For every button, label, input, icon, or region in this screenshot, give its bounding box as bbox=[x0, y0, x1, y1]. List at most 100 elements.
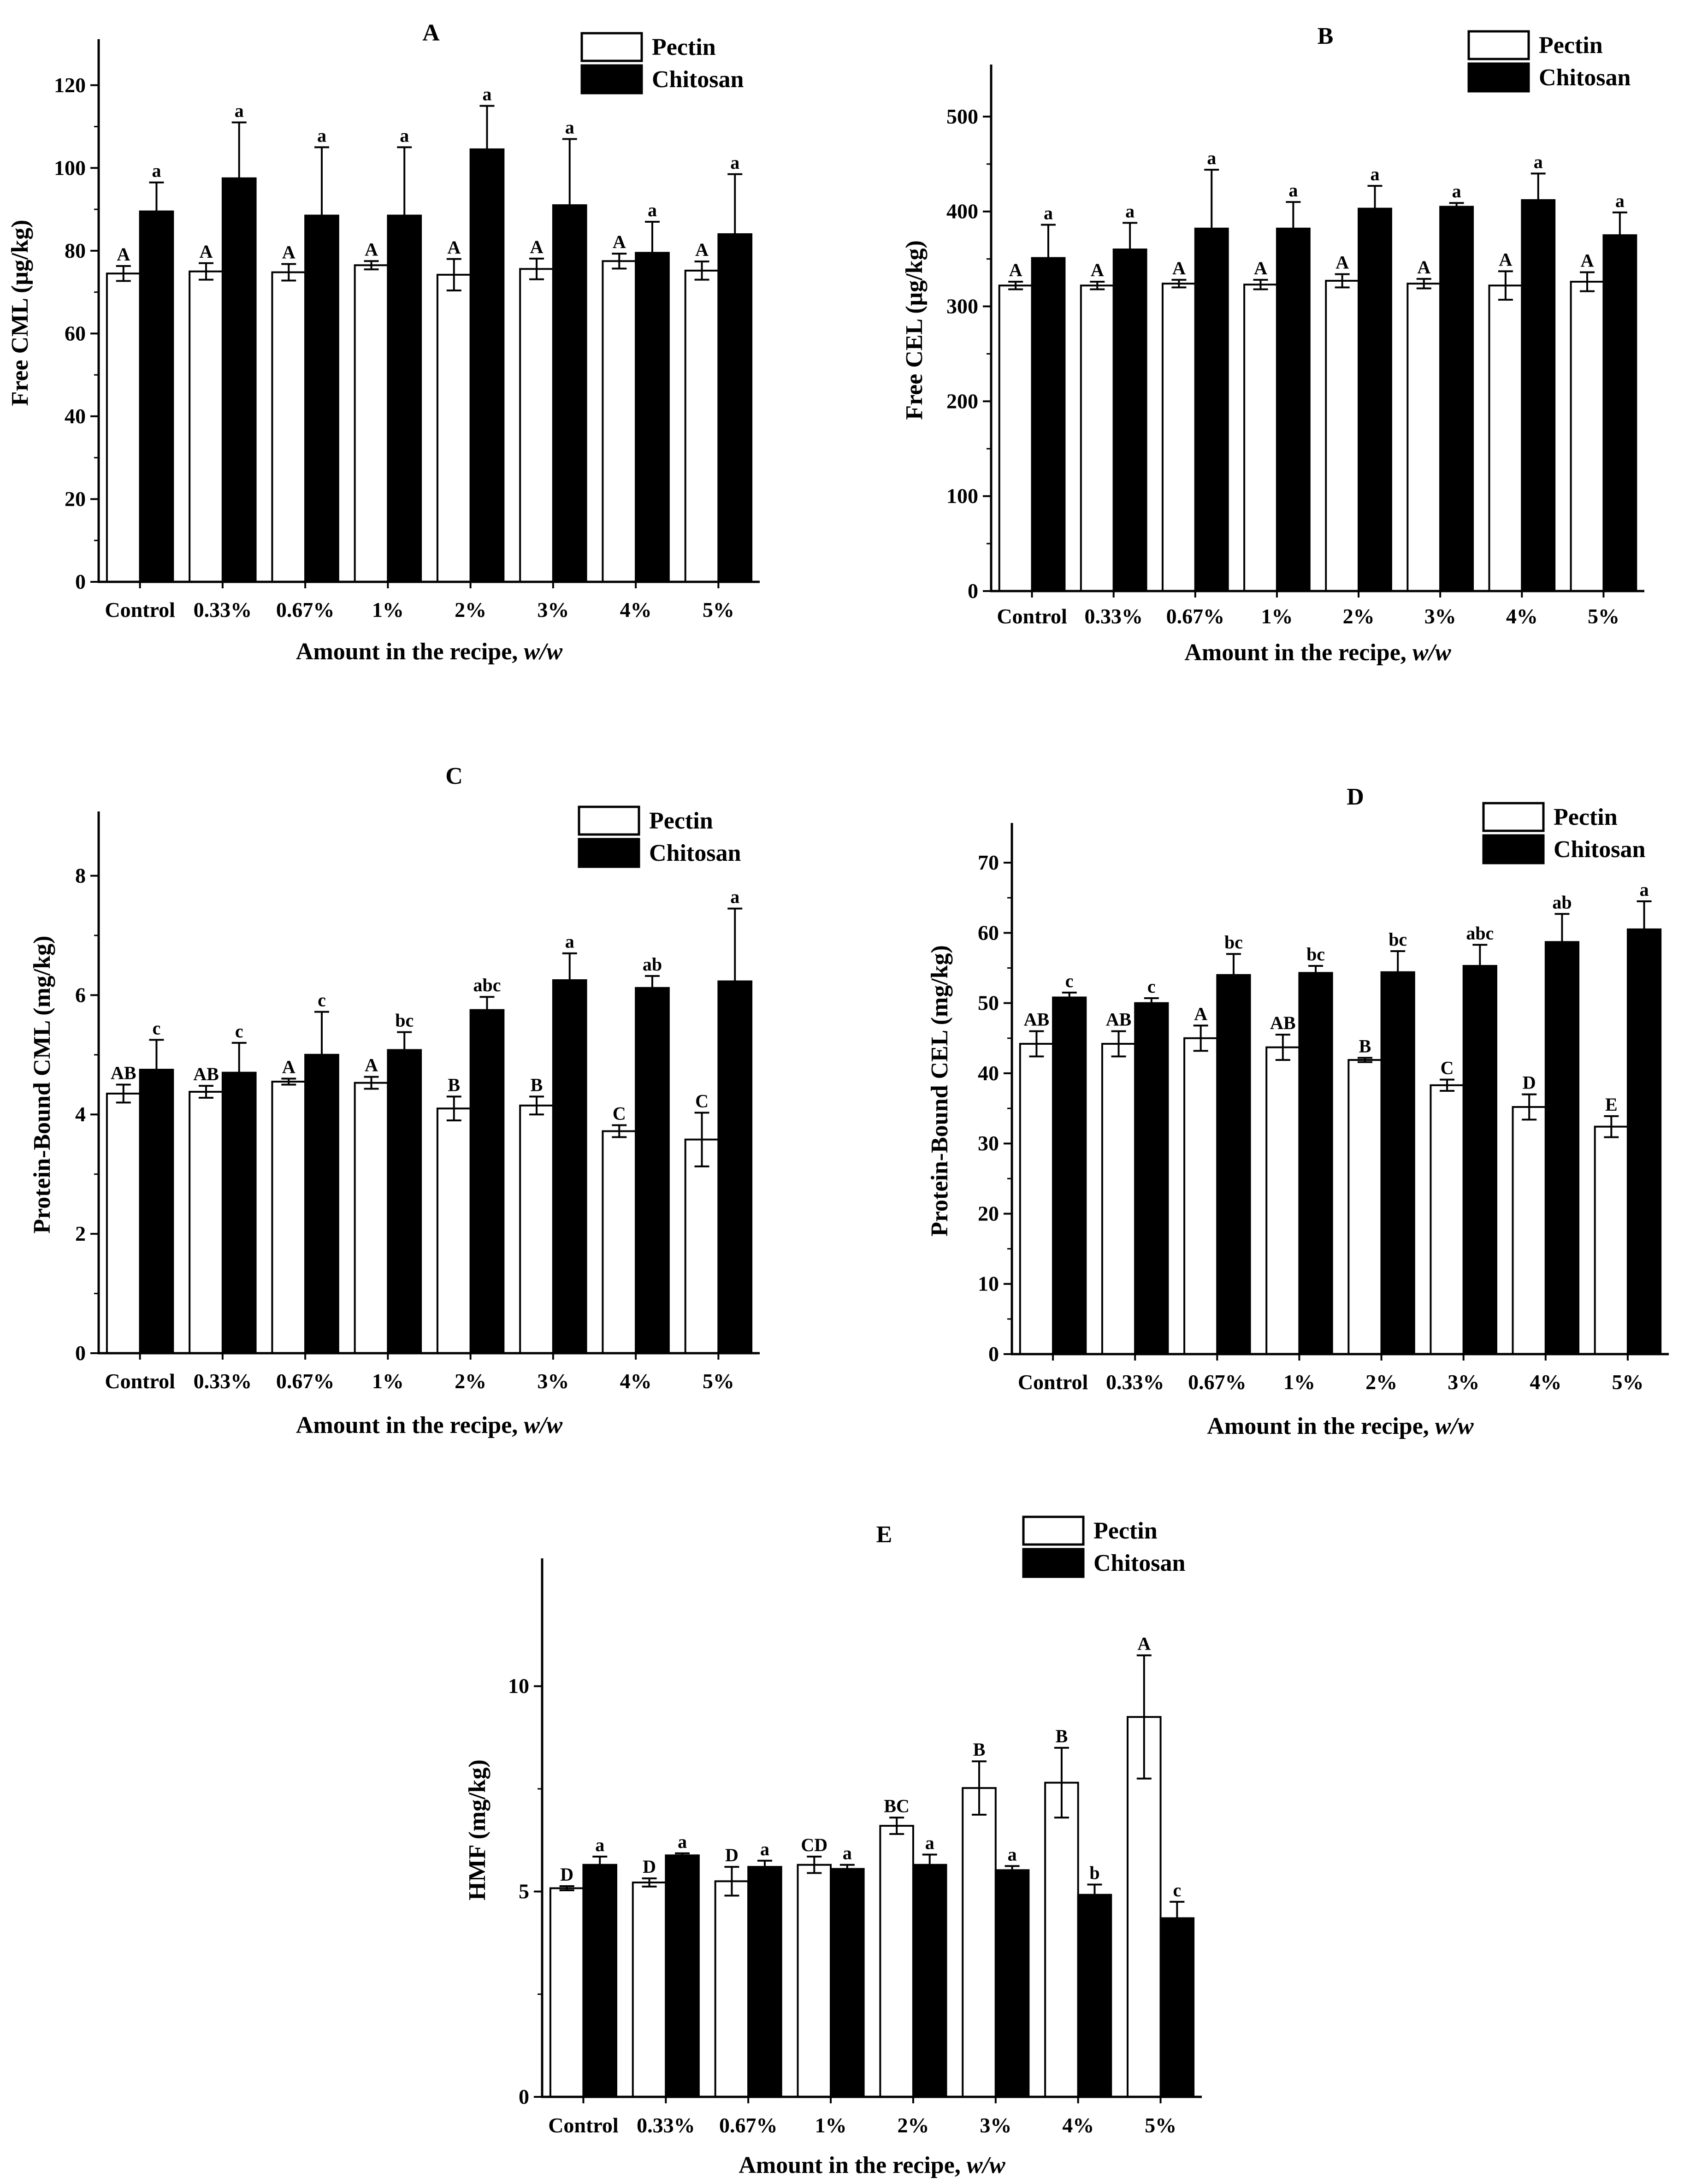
legend-swatch-pectin bbox=[580, 32, 643, 62]
error-bar bbox=[612, 1124, 627, 1138]
error-bar bbox=[1498, 270, 1513, 301]
error-bar bbox=[1204, 169, 1219, 289]
significance-label: B bbox=[531, 1074, 543, 1095]
bar bbox=[354, 264, 389, 583]
significance-label: bc bbox=[1306, 944, 1325, 965]
error-bar bbox=[724, 1866, 739, 1897]
bar bbox=[1380, 971, 1415, 1355]
y-tick-label: 10 bbox=[508, 1674, 529, 1698]
bar bbox=[684, 1138, 720, 1354]
legend-label-pectin: Pectin bbox=[652, 34, 716, 60]
bar bbox=[994, 1869, 1030, 2098]
bar bbox=[469, 1009, 505, 1354]
error-bar bbox=[727, 907, 743, 1055]
significance-label: B bbox=[1056, 1726, 1068, 1746]
error-bar bbox=[559, 1885, 574, 1891]
bar bbox=[747, 1866, 782, 2098]
error-bar bbox=[149, 181, 164, 242]
significance-label: a bbox=[1452, 181, 1461, 201]
significance-label: B bbox=[448, 1074, 460, 1095]
bar bbox=[139, 1069, 174, 1354]
bar bbox=[304, 1054, 339, 1355]
bar bbox=[1358, 207, 1392, 592]
error-bar bbox=[1308, 965, 1324, 981]
bar bbox=[436, 273, 472, 583]
significance-label: A bbox=[695, 239, 709, 260]
x-tick-label: 4% bbox=[1062, 2113, 1094, 2137]
y-tick-label: 40 bbox=[65, 404, 86, 428]
x-tick-label: 4% bbox=[620, 1369, 652, 1393]
error-bar bbox=[1144, 997, 1159, 1009]
significance-label: B bbox=[973, 1739, 986, 1760]
bar bbox=[665, 1854, 700, 2098]
x-axis-label: Amount in the recipe, w/w bbox=[739, 2152, 1005, 2178]
y-tick-label: 0 bbox=[75, 1341, 86, 1365]
significance-label: A bbox=[282, 1057, 295, 1077]
bar bbox=[1347, 1059, 1383, 1355]
significance-label: A bbox=[365, 1055, 378, 1076]
significance-label: a bbox=[152, 160, 161, 181]
y-tick-label: 100 bbox=[54, 156, 86, 179]
y-tick-label: 2 bbox=[75, 1222, 86, 1245]
error-bar bbox=[364, 260, 379, 271]
x-tick-label: Control bbox=[105, 598, 175, 621]
x-tick-label: 1% bbox=[372, 1369, 404, 1393]
significance-label: AB bbox=[111, 1063, 136, 1083]
legend-swatch-chitosan bbox=[578, 838, 640, 868]
x-tick-label: 5% bbox=[1588, 604, 1619, 628]
legend-swatch-pectin bbox=[1022, 1515, 1085, 1546]
chart-panel-e: E D D D CD BC B B Aa a a a a a b c 0 5 10 Control 0.33% 0.67%… bbox=[464, 1515, 1202, 2178]
x-tick-label: 0.67% bbox=[719, 2113, 778, 2137]
bar bbox=[106, 272, 141, 583]
bar bbox=[1019, 1042, 1054, 1355]
significance-label: a bbox=[1615, 190, 1625, 211]
bar bbox=[106, 1092, 141, 1355]
x-tick-label: 0.67% bbox=[276, 598, 335, 621]
significance-label: B bbox=[1359, 1036, 1371, 1056]
x-tick-label: 2% bbox=[1365, 1370, 1397, 1394]
significance-label: bc bbox=[1224, 932, 1243, 953]
bar bbox=[387, 214, 422, 583]
x-tick-label: Control bbox=[997, 604, 1067, 628]
significance-label: A bbox=[1194, 1003, 1207, 1024]
x-tick-label: 2% bbox=[455, 1369, 486, 1393]
y-tick-label: 120 bbox=[54, 73, 86, 97]
x-tick-label: 0.33% bbox=[194, 1369, 252, 1393]
significance-label: a bbox=[1534, 151, 1543, 172]
x-tick-label: 1% bbox=[1261, 604, 1293, 628]
y-tick-label: 60 bbox=[978, 921, 999, 944]
significance-label: a bbox=[400, 125, 409, 146]
significance-label: AB bbox=[1270, 1012, 1296, 1033]
error-bar bbox=[1040, 224, 1056, 292]
bar bbox=[632, 1882, 667, 2098]
y-tick-label: 8 bbox=[75, 864, 86, 887]
legend: Pectin Chitosan bbox=[580, 32, 744, 95]
bar bbox=[1080, 284, 1115, 592]
bar bbox=[684, 269, 720, 583]
legend-label-pectin: Pectin bbox=[1093, 1518, 1158, 1544]
significance-label: c bbox=[1065, 971, 1074, 991]
bar bbox=[519, 268, 554, 583]
bar bbox=[635, 987, 670, 1355]
bar bbox=[1430, 1084, 1465, 1355]
legend: Pectin Chitosan bbox=[1467, 30, 1631, 93]
error-bar bbox=[1530, 172, 1546, 228]
bar bbox=[221, 1071, 257, 1354]
chart-panel-b: B A A A A A A A Aa a a a a a a a 0 100 200 300 400 500 Control… bbox=[901, 23, 1644, 666]
bar bbox=[189, 270, 224, 583]
significance-label: a bbox=[678, 1831, 687, 1852]
legend-swatch-chitosan bbox=[580, 64, 643, 95]
y-axis-label: Protein-Bound CEL (mg/kg) bbox=[927, 945, 953, 1237]
significance-label: a bbox=[843, 1843, 852, 1864]
y-tick-label: 500 bbox=[946, 105, 978, 128]
legend-label-chitosan: Chitosan bbox=[1539, 65, 1631, 91]
significance-label: a bbox=[565, 931, 574, 952]
x-tick-label: 1% bbox=[1283, 1370, 1315, 1394]
significance-label: A bbox=[1417, 257, 1430, 278]
bar bbox=[469, 148, 505, 583]
y-tick-label: 10 bbox=[978, 1272, 999, 1296]
significance-label: A bbox=[1172, 258, 1186, 278]
bar bbox=[1439, 206, 1474, 592]
x-tick-label: 2% bbox=[1343, 604, 1375, 628]
